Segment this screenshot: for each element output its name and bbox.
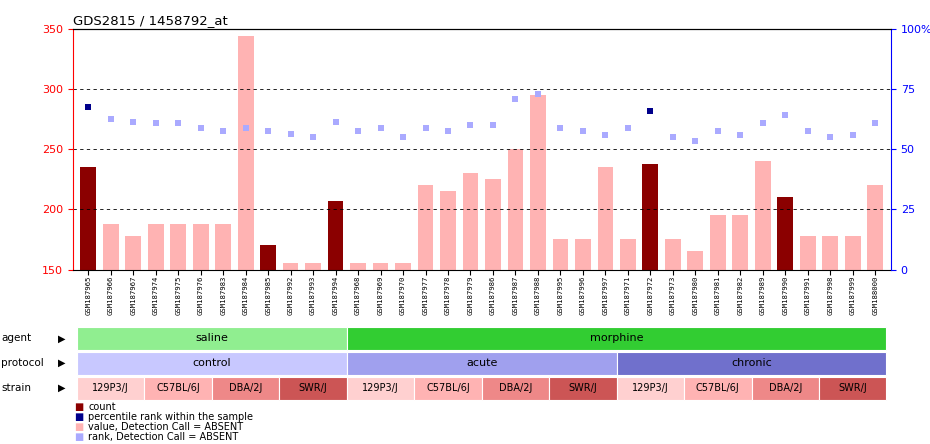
Text: control: control: [193, 358, 232, 368]
Text: 129P3/J: 129P3/J: [632, 383, 669, 393]
Bar: [620, 239, 636, 270]
Bar: [193, 224, 208, 270]
Bar: [485, 179, 501, 270]
Bar: [260, 246, 276, 270]
Bar: [170, 224, 186, 270]
Text: chronic: chronic: [731, 358, 772, 368]
Bar: [216, 224, 231, 270]
Bar: [755, 161, 771, 270]
Bar: [552, 239, 568, 270]
Text: morphine: morphine: [590, 333, 644, 343]
Bar: [305, 263, 321, 270]
Bar: [844, 236, 860, 270]
Text: C57BL/6J: C57BL/6J: [156, 383, 200, 393]
Text: DBA/2J: DBA/2J: [498, 383, 532, 393]
Text: ■: ■: [74, 432, 84, 442]
Text: ■: ■: [74, 402, 84, 412]
Bar: [733, 215, 748, 270]
Bar: [868, 185, 884, 270]
Bar: [373, 263, 389, 270]
Bar: [800, 236, 816, 270]
Bar: [351, 263, 365, 270]
Text: 129P3/J: 129P3/J: [362, 383, 399, 393]
Text: strain: strain: [1, 383, 31, 393]
Text: SWR/J: SWR/J: [568, 383, 597, 393]
Text: DBA/2J: DBA/2J: [229, 383, 262, 393]
Bar: [148, 224, 164, 270]
Text: agent: agent: [1, 333, 31, 343]
Text: GDS2815 / 1458792_at: GDS2815 / 1458792_at: [73, 14, 227, 27]
Text: 129P3/J: 129P3/J: [92, 383, 129, 393]
Bar: [103, 224, 119, 270]
Bar: [238, 36, 254, 270]
Text: percentile rank within the sample: percentile rank within the sample: [88, 412, 253, 422]
Bar: [395, 263, 411, 270]
Text: C57BL/6J: C57BL/6J: [696, 383, 739, 393]
Text: rank, Detection Call = ABSENT: rank, Detection Call = ABSENT: [88, 432, 239, 442]
Bar: [598, 167, 613, 270]
Bar: [462, 173, 478, 270]
Text: C57BL/6J: C57BL/6J: [426, 383, 470, 393]
Bar: [687, 251, 703, 270]
Text: ▶: ▶: [58, 333, 65, 343]
Bar: [327, 201, 343, 270]
Bar: [530, 95, 546, 270]
Text: ▶: ▶: [58, 358, 65, 368]
Bar: [710, 215, 725, 270]
Text: DBA/2J: DBA/2J: [768, 383, 802, 393]
Text: value, Detection Call = ABSENT: value, Detection Call = ABSENT: [88, 422, 244, 432]
Text: saline: saline: [195, 333, 229, 343]
Text: SWR/J: SWR/J: [838, 383, 867, 393]
Bar: [777, 197, 793, 270]
Bar: [575, 239, 591, 270]
Bar: [418, 185, 433, 270]
Text: ■: ■: [74, 422, 84, 432]
Bar: [508, 149, 524, 270]
Bar: [126, 236, 141, 270]
Bar: [822, 236, 838, 270]
Bar: [643, 164, 658, 270]
Text: protocol: protocol: [1, 358, 44, 368]
Text: ■: ■: [74, 412, 84, 422]
Text: count: count: [88, 402, 116, 412]
Bar: [665, 239, 681, 270]
Bar: [283, 263, 299, 270]
Bar: [80, 167, 96, 270]
Bar: [440, 191, 456, 270]
Text: acute: acute: [466, 358, 498, 368]
Text: ▶: ▶: [58, 383, 65, 393]
Text: SWR/J: SWR/J: [299, 383, 327, 393]
